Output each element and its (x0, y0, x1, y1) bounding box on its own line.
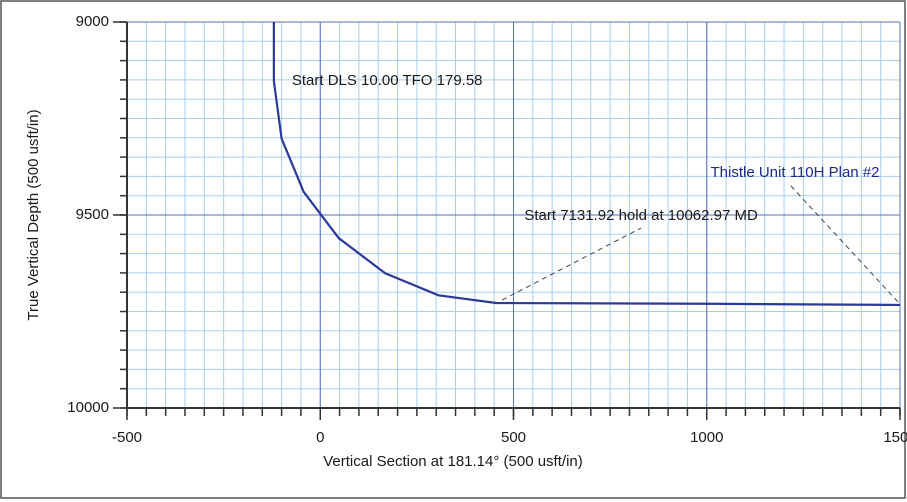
y-axis-label: True Vertical Depth (500 usft/in) (25, 109, 42, 320)
x-tick-label: 500 (501, 429, 526, 446)
well-path (272, 22, 901, 307)
y-tick-label: 9500 (76, 206, 109, 223)
x-tick-label: 1500 (883, 429, 907, 446)
y-tick-label: 10000 (67, 399, 109, 416)
annotation: Start DLS 10.00 TFO 179.58 (292, 72, 483, 89)
x-axis-label: Vertical Section at 181.14° (500 usft/in… (323, 453, 582, 470)
y-tick-label: 9000 (76, 13, 109, 30)
x-tick-label: 0 (316, 429, 324, 446)
annotation-leader (501, 227, 642, 301)
x-tick-label: -500 (112, 429, 142, 446)
annotation: Start 7131.92 hold at 10062.97 MD (524, 207, 758, 224)
x-tick-label: 1000 (690, 429, 723, 446)
annotation: Thistle Unit 110H Plan #2 (711, 164, 880, 181)
